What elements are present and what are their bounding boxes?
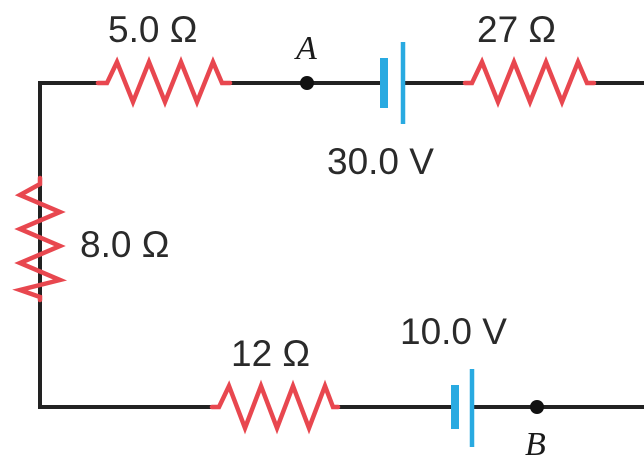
resistor-bottom-label: 12 Ω bbox=[231, 333, 310, 374]
battery-bottom bbox=[451, 369, 475, 447]
resistor-top-left-label: 5.0 Ω bbox=[108, 9, 197, 50]
node-a bbox=[300, 76, 314, 90]
resistor-left bbox=[12, 175, 68, 303]
node-b bbox=[530, 400, 544, 414]
battery-top bbox=[380, 42, 406, 124]
wire-top-left-corner bbox=[38, 81, 100, 302]
circuit-wires bbox=[38, 81, 644, 409]
battery-bottom-label: 10.0 V bbox=[400, 311, 507, 352]
battery-top-label: 30.0 V bbox=[327, 141, 434, 182]
wire-bottom-left-corner bbox=[38, 298, 214, 409]
resistor-top-left bbox=[95, 55, 233, 109]
node-b-label: B bbox=[525, 426, 546, 463]
resistor-top-right bbox=[462, 55, 597, 109]
resistor-left-label: 8.0 Ω bbox=[80, 224, 169, 265]
node-a-label: A bbox=[294, 30, 317, 67]
resistor-bottom bbox=[209, 379, 341, 435]
resistor-top-right-label: 27 Ω bbox=[477, 9, 556, 50]
